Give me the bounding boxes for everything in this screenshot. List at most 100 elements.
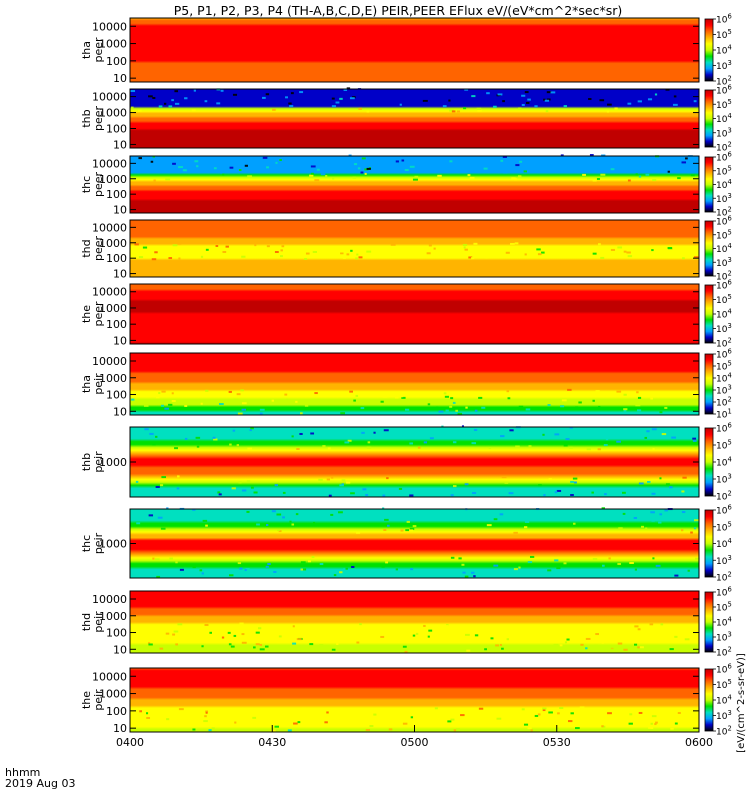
colorbar-tha_peir [704,353,714,415]
colorbar-tick-label: 104 [716,112,732,125]
x-tick-label: 0400 [116,736,144,749]
colorbar-tick-label: 105 [716,98,732,111]
spectrogram-tha_peir [130,353,699,415]
spectrogram-thd_peir [130,591,699,653]
y-tick-label: 10 [113,268,127,281]
colorbar-tick-label: 101 [716,408,732,421]
x-tick-label: 0430 [258,736,286,749]
panels: 10100100010000thapeer1021031041051061010… [80,13,732,738]
noise-tha_peir [131,388,697,415]
colorbar-tick-label: 103 [716,322,732,335]
spectrogram-the_peer [130,284,699,344]
noise-thd_peer [134,242,699,261]
colorbar-tick-label: 105 [716,164,732,177]
colorbar-tick-label: 104 [716,178,732,191]
y-tick-label: 1000 [99,688,127,701]
panel-label: thcpeir [80,532,105,554]
colorbar-tick-label: 104 [716,616,732,629]
panel-label: thapeer [80,37,105,63]
colorbar-thd_peer [704,220,714,277]
colorbar-tick-label: 102 [716,270,732,283]
colorbar-tick-label: 106 [716,279,732,292]
colorbar-tick-label: 104 [716,44,732,57]
colorbar-tick-label: 106 [716,586,732,599]
colorbar-tick-label: 102 [716,396,732,409]
colorbar-tick-label: 106 [716,422,732,435]
colorbar-thc_peir [704,509,714,578]
colorbar-thb_peer [704,89,714,148]
spectrogram-thc_peir [130,509,699,578]
y-tick-label: 10000 [92,20,127,33]
colorbar-tick-label: 102 [716,141,732,154]
y-tick-label: 10 [113,643,127,656]
colorbar-tick-label: 102 [716,725,732,738]
frame-the_peer [129,283,700,345]
y-tick-label: 100 [106,123,127,136]
y-tick-label: 100 [106,705,127,718]
colorbar-tick-label: 106 [716,215,732,228]
noise-thb_peer [130,87,697,113]
y-tick-label: 1000 [99,372,127,385]
colorbar-thd_peir [704,591,714,653]
colorbar-tick-label: 103 [716,709,732,722]
y-tick-label: 10000 [92,355,127,368]
panel-thd_peir: 10 100 1000 10000 thdpeir 102 103 104 105 106 [80,586,732,659]
panel-label: thdpeer [80,236,105,262]
noise-the_peir [139,706,681,732]
y-tick-label: 10 [113,722,127,735]
panel-label: thepeer [80,301,105,327]
colorbar-thc_peer [704,156,714,213]
colorbar-tick-label: 104 [716,537,732,550]
colorbar-tick-label: 106 [716,348,732,361]
panel-label: thcpeer [80,172,105,198]
panel-tha_peer: 10 100 1000 10000 thapeer 102 103 104 105 106 [80,13,732,88]
y-tick-label: 10000 [92,221,127,234]
panel-label: thdpeir [80,611,105,633]
date-label: 2019 Aug 03 [5,777,75,790]
colorbar-tick-label: 106 [716,84,732,97]
colorbar-tick-label: 104 [716,456,732,469]
colorbar-tick-label: 104 [716,694,732,707]
y-tick-label: 1000 [99,237,127,250]
spectrogram-thc_peer [130,156,699,213]
spectrogram-the_peir [130,668,699,732]
frame-tha_peer [129,17,700,83]
frame-thd_peir [129,590,700,654]
y-tick-label: 1000 [99,302,127,315]
y-tick-label: 100 [106,627,127,640]
colorbar-thb_peir [704,427,714,497]
panel-label: thapeir [80,373,105,395]
colorbar-tick-label: 102 [716,75,732,88]
x-tick-label: 0500 [401,736,429,749]
colorbar-tick-label: 104 [716,372,732,385]
colorbar-tick-label: 105 [716,439,732,452]
colorbar-tick-label: 105 [716,360,732,373]
y-tick-label: 1000 [99,107,127,120]
y-tick-label: 100 [106,389,127,402]
panel-label: thepeir [80,689,105,711]
colorbar-tick-label: 105 [716,293,732,306]
panel-label: thbpeir [80,451,105,473]
colorbar-tick-label: 103 [716,473,732,486]
y-tick-label: 1000 [99,173,127,186]
y-tick-label: 1000 [99,38,127,51]
y-tick-label: 10 [113,405,127,418]
y-tick-label: 10000 [92,670,127,683]
colorbar-tick-label: 102 [716,490,732,503]
colorbar-tick-label: 106 [716,504,732,517]
colorbar-tick-label: 105 [716,228,732,241]
colorbar-tick-label: 106 [716,663,732,676]
colorbar-tick-label: 106 [716,13,732,26]
noise-thc_peir [136,507,700,578]
y-tick-label: 100 [106,55,127,68]
x-axis-label: hhmm [5,766,40,779]
frame-thc_peer [129,155,700,214]
y-tick-label: 100 [106,252,127,265]
y-tick-label: 10 [113,72,127,85]
colorbar-tick-label: 102 [716,206,732,219]
